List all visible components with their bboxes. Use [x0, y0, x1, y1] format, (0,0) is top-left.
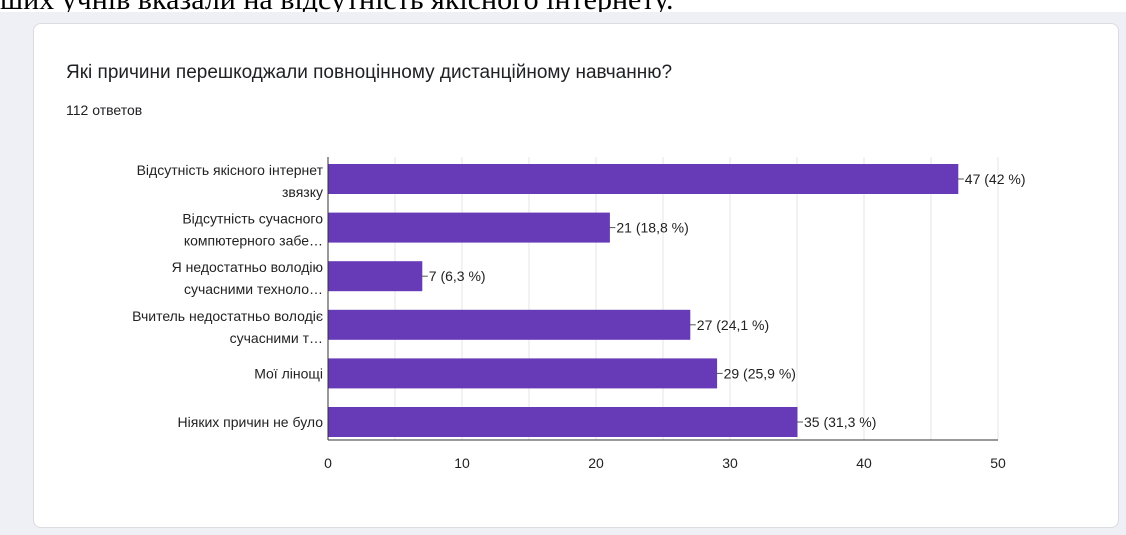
- x-tick-label: 20: [588, 455, 604, 471]
- bar: [328, 309, 691, 340]
- x-tick-label: 40: [856, 455, 872, 471]
- data-label: 47 (42 %): [965, 171, 1026, 187]
- bar: [328, 164, 959, 194]
- bar: [328, 358, 718, 389]
- data-label: 27 (24,1 %): [697, 317, 769, 333]
- x-tick-label: 10: [454, 455, 470, 471]
- category-label: Я недостатньо володію сучасними техноло…: [172, 259, 323, 297]
- category-label: Ніяких причин не було: [178, 414, 324, 430]
- category-label: Мої лінощі: [254, 365, 323, 381]
- response-count: 112 ответов: [66, 102, 143, 118]
- category-label: Відсутність сучасного компютерного забе…: [182, 211, 323, 249]
- question-title: Які причини перешкоджали повноцінному ди…: [66, 62, 673, 83]
- data-label: 35 (31,3 %): [804, 414, 876, 430]
- category-label: Відсутність якісного інтернет звязку: [137, 162, 324, 200]
- category-label: Вчитель недостатньо володіє сучасними т…: [132, 308, 323, 346]
- data-label: 7 (6,3 %): [429, 268, 486, 284]
- response-summary-card: Які причини перешкоджали повноцінному ди…: [33, 23, 1119, 528]
- data-label: 21 (18,8 %): [616, 220, 688, 236]
- bar: [328, 261, 423, 292]
- bar: [328, 407, 798, 437]
- x-tick-label: 50: [990, 455, 1006, 471]
- data-label: 29 (25,9 %): [724, 365, 796, 381]
- x-tick-label: 30: [722, 455, 738, 471]
- x-tick-label: 0: [324, 455, 332, 471]
- bar: [328, 212, 610, 243]
